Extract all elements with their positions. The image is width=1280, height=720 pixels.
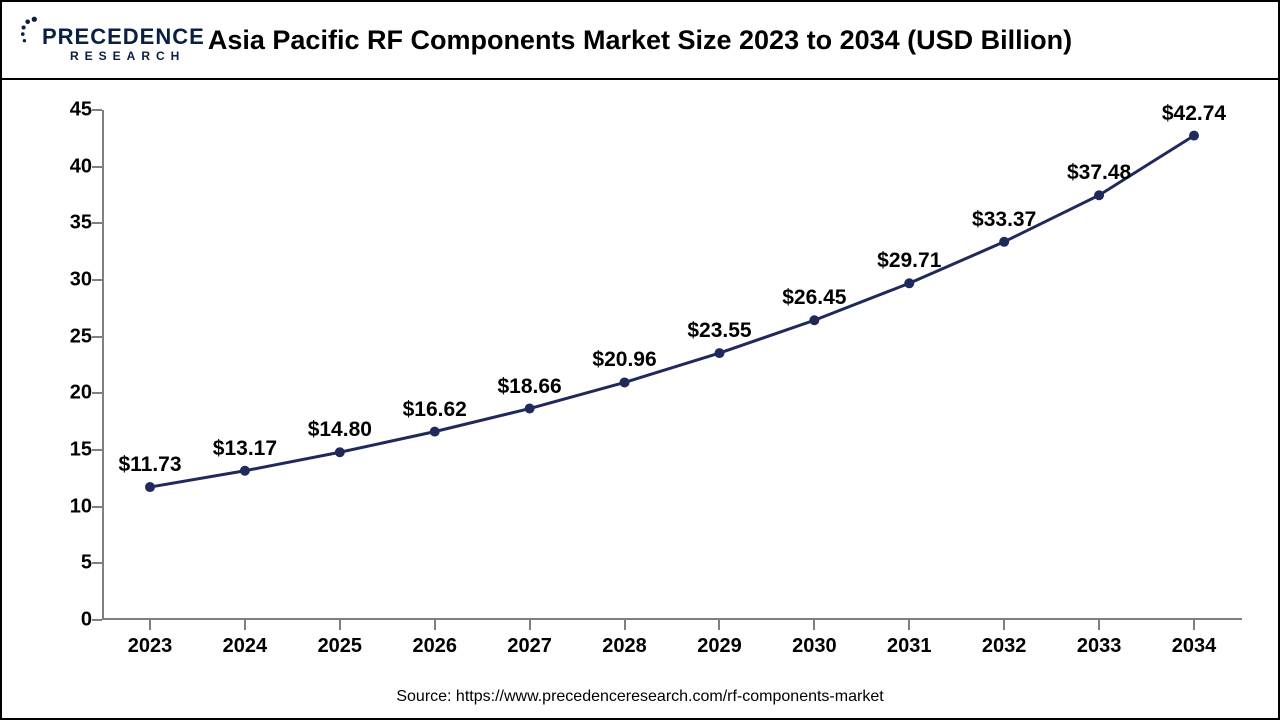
logo-text: PRECEDENCE RESEARCH — [42, 26, 205, 62]
x-tick — [624, 620, 626, 630]
trend-line — [150, 136, 1194, 487]
data-marker — [240, 466, 250, 476]
y-tick — [92, 619, 102, 621]
x-tick — [1193, 620, 1195, 630]
y-tick — [92, 562, 102, 564]
data-marker — [620, 377, 630, 387]
y-axis-label: 45 — [42, 99, 92, 122]
data-marker — [809, 315, 819, 325]
y-axis-label: 0 — [42, 609, 92, 632]
source-text: Source: https://www.precedenceresearch.c… — [2, 688, 1278, 706]
x-tick — [1098, 620, 1100, 630]
data-marker — [904, 278, 914, 288]
data-marker — [1189, 131, 1199, 141]
x-tick — [434, 620, 436, 630]
data-marker — [714, 348, 724, 358]
x-tick — [244, 620, 246, 630]
data-marker — [525, 404, 535, 414]
data-label: $42.74 — [1162, 102, 1226, 126]
y-tick — [92, 449, 102, 451]
plot-region: 0510152025303540452023202420252026202720… — [102, 110, 1242, 620]
y-axis-label: 40 — [42, 155, 92, 178]
data-label: $11.73 — [118, 453, 181, 477]
y-axis-label: 20 — [42, 382, 92, 405]
x-tick — [908, 620, 910, 630]
data-label: $13.17 — [213, 437, 277, 461]
y-tick — [92, 166, 102, 168]
x-axis-label: 2026 — [412, 635, 457, 658]
x-axis-label: 2034 — [1172, 635, 1217, 658]
data-label: $20.96 — [592, 348, 656, 372]
y-tick — [92, 336, 102, 338]
logo-swirl-icon — [20, 16, 42, 44]
data-label: $23.55 — [687, 319, 751, 343]
y-axis-label: 10 — [42, 495, 92, 518]
x-tick — [1003, 620, 1005, 630]
x-axis-label: 2024 — [223, 635, 268, 658]
y-axis-label: 15 — [42, 439, 92, 462]
y-tick — [92, 279, 102, 281]
data-label: $29.71 — [877, 249, 941, 273]
header: PRECEDENCE RESEARCH Asia Pacific RF Comp… — [2, 2, 1278, 80]
y-tick — [92, 109, 102, 111]
x-axis-label: 2031 — [887, 635, 932, 658]
x-axis-label: 2023 — [128, 635, 173, 658]
x-axis-label: 2032 — [982, 635, 1027, 658]
data-marker — [999, 237, 1009, 247]
chart-frame: PRECEDENCE RESEARCH Asia Pacific RF Comp… — [0, 0, 1280, 720]
data-marker — [335, 447, 345, 457]
y-axis-label: 5 — [42, 552, 92, 575]
y-axis-label: 30 — [42, 269, 92, 292]
brand-logo: PRECEDENCE RESEARCH — [20, 16, 205, 62]
x-tick — [339, 620, 341, 630]
data-label: $14.80 — [308, 418, 372, 442]
data-label: $16.62 — [403, 398, 467, 422]
x-axis-label: 2027 — [507, 635, 552, 658]
logo-sub-text: RESEARCH — [70, 50, 205, 62]
data-label: $18.66 — [498, 375, 562, 399]
data-label: $26.45 — [782, 286, 846, 310]
data-label: $37.48 — [1067, 161, 1131, 185]
x-tick — [813, 620, 815, 630]
x-tick — [718, 620, 720, 630]
x-axis-label: 2025 — [318, 635, 363, 658]
data-marker — [430, 427, 440, 437]
x-axis-label: 2033 — [1077, 635, 1122, 658]
data-label: $33.37 — [972, 208, 1036, 232]
x-axis-label: 2028 — [602, 635, 647, 658]
x-tick — [149, 620, 151, 630]
x-axis-label: 2029 — [697, 635, 742, 658]
data-marker — [1094, 190, 1104, 200]
x-tick — [529, 620, 531, 630]
y-tick — [92, 506, 102, 508]
logo-main-text: PRECEDENCE — [42, 26, 205, 48]
y-axis-label: 25 — [42, 325, 92, 348]
y-tick — [92, 222, 102, 224]
line-series — [102, 110, 1242, 620]
x-axis-label: 2030 — [792, 635, 837, 658]
data-marker — [145, 482, 155, 492]
chart-title: Asia Pacific RF Components Market Size 2… — [208, 25, 1072, 56]
y-tick — [92, 392, 102, 394]
y-axis-label: 35 — [42, 212, 92, 235]
chart-area: 0510152025303540452023202420252026202720… — [2, 80, 1278, 680]
